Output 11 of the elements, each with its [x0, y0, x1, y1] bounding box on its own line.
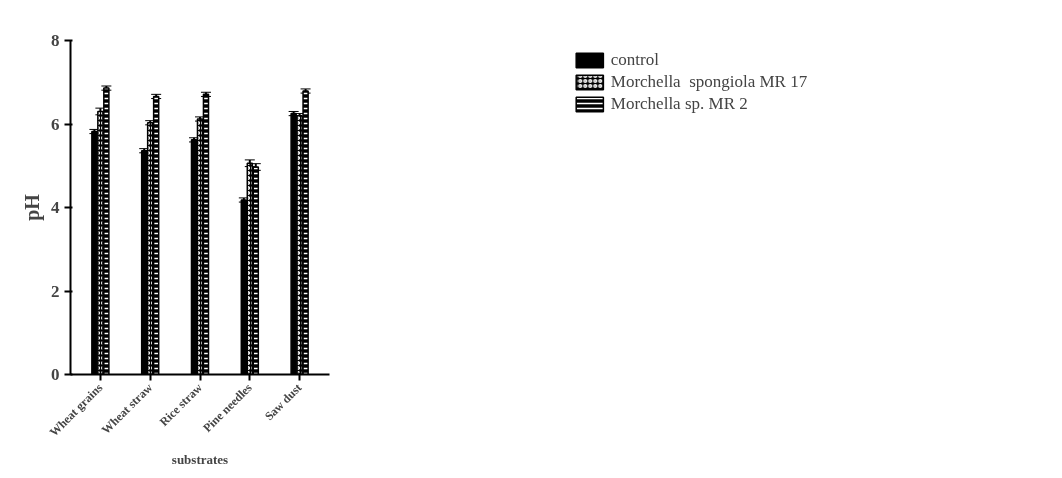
y-tick-label: 0 — [51, 365, 60, 384]
x-tick-label: Saw dust — [261, 380, 305, 424]
legend-label: control — [610, 50, 659, 70]
x-axis-title: substrates — [171, 452, 229, 468]
y-tick-label: 6 — [51, 114, 60, 134]
legend-label: Morchella spongiola MR 17 — [610, 72, 808, 92]
y-tick-label: 4 — [51, 198, 60, 217]
y-axis-title: pH — [21, 193, 44, 221]
legend-label: Morchella sp. MR 2 — [610, 94, 748, 114]
y-tick-label: 2 — [51, 281, 60, 301]
y-tick-label: 8 — [51, 31, 60, 50]
